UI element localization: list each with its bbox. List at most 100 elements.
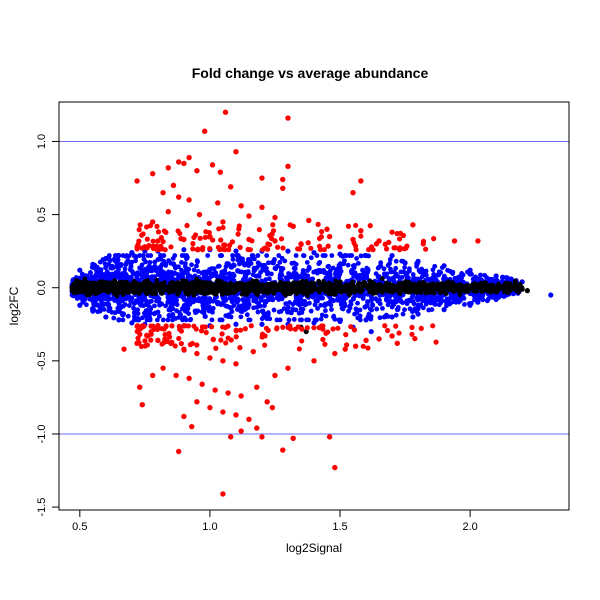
red-cloud-point xyxy=(393,323,399,329)
blue-cloud-point xyxy=(432,298,438,304)
red-cloud-point xyxy=(343,332,349,338)
red-point-94 xyxy=(376,336,382,342)
black-point-41 xyxy=(319,286,325,292)
black-point-31 xyxy=(254,289,260,295)
x-tick-label: 1.5 xyxy=(332,521,347,533)
red-cloud-point xyxy=(248,323,254,329)
blue-cloud-point xyxy=(353,306,359,312)
blue-cloud-point xyxy=(97,293,103,299)
blue-cloud-point xyxy=(161,253,167,258)
y-tick-label: -0.5 xyxy=(36,351,48,370)
blue-cloud-point xyxy=(75,295,81,301)
red-cloud-point xyxy=(206,220,212,227)
blue-cloud-point xyxy=(243,307,248,312)
blue-cloud-point xyxy=(287,300,292,305)
red-point-84 xyxy=(290,435,296,442)
red-cloud-point xyxy=(404,243,410,249)
black-point-42 xyxy=(324,282,330,288)
black-point-21 xyxy=(186,288,192,294)
blue-cloud-point xyxy=(179,306,185,312)
blue-cloud-point xyxy=(395,307,401,312)
blue-cloud-point xyxy=(227,271,233,276)
blue-cloud-point xyxy=(256,273,262,278)
blue-cloud-point xyxy=(97,259,103,265)
black-cloud-point xyxy=(379,276,385,282)
blue-cloud-point xyxy=(499,275,505,280)
black-point-23 xyxy=(202,290,208,297)
blue-cloud-point xyxy=(242,270,248,276)
red-point-76 xyxy=(246,416,252,423)
red-point-91 xyxy=(342,346,348,352)
blue-cloud-point xyxy=(153,268,158,273)
blue-cloud-point xyxy=(308,308,314,314)
x-axis-label: log2Signal xyxy=(286,541,342,555)
blue-cloud-point xyxy=(323,313,329,319)
y-tick-label: -1.0 xyxy=(36,424,48,443)
red-cloud-point xyxy=(270,228,277,234)
black-cloud-point xyxy=(488,289,494,295)
blue-point-24 xyxy=(311,250,317,256)
blue-cloud-point xyxy=(475,299,480,305)
red-cloud-point xyxy=(262,245,268,251)
red-cloud-point xyxy=(144,236,150,242)
red-cloud-point xyxy=(161,326,167,332)
blue-point-7 xyxy=(116,317,122,323)
blue-cloud-point xyxy=(207,270,213,276)
blue-cloud-point xyxy=(122,266,128,272)
black-cloud-point xyxy=(396,290,402,295)
red-cloud-point xyxy=(190,241,196,247)
red-point-19 xyxy=(280,185,286,191)
red-cloud-point xyxy=(169,323,175,329)
red-cloud-point xyxy=(220,324,226,330)
blue-cloud-point xyxy=(294,276,300,282)
blue-cloud-point xyxy=(195,259,200,265)
blue-cloud-point xyxy=(339,261,344,267)
red-point-96 xyxy=(389,333,395,339)
blue-cloud-point xyxy=(235,268,241,273)
red-cloud-point xyxy=(138,343,145,350)
black-point-39 xyxy=(306,288,312,294)
black-point-3 xyxy=(77,279,83,285)
blue-cloud-point xyxy=(245,298,251,303)
red-point-27 xyxy=(165,208,171,215)
x-axis: 0.5 1.0 1.5 2.0 xyxy=(72,509,478,533)
black-cloud-point xyxy=(150,282,155,288)
red-cloud-point xyxy=(249,238,255,244)
black-point-40 xyxy=(311,283,317,289)
red-cloud-point xyxy=(193,326,199,332)
blue-cloud-point xyxy=(319,312,325,318)
red-cloud-point xyxy=(311,325,317,331)
black-cloud-point xyxy=(328,281,334,287)
blue-cloud-point xyxy=(377,301,383,307)
red-point-68 xyxy=(225,390,231,396)
blue-cloud-point xyxy=(406,275,411,281)
red-cloud-point xyxy=(353,222,359,229)
blue-cloud-point xyxy=(296,310,302,316)
blue-cloud-point xyxy=(228,305,234,311)
blue-cloud-point xyxy=(122,302,128,307)
blue-cloud-point xyxy=(286,317,292,323)
red-point-75 xyxy=(189,423,195,430)
blue-cloud-point xyxy=(182,263,188,269)
blue-cloud-point xyxy=(370,296,376,302)
blue-cloud-point xyxy=(189,262,194,268)
red-cloud-point xyxy=(139,324,145,330)
blue-cloud-point xyxy=(254,299,260,305)
blue-cloud-point xyxy=(149,298,154,304)
blue-cloud-point xyxy=(129,295,134,301)
blue-cloud-point xyxy=(264,316,270,322)
blue-cloud-point xyxy=(393,258,399,264)
blue-cloud-point xyxy=(163,261,169,267)
blue-cloud-point xyxy=(414,295,419,301)
blue-cloud-point xyxy=(135,311,141,316)
red-cloud-point xyxy=(194,247,200,253)
red-point-85 xyxy=(332,464,338,471)
blue-cloud-point xyxy=(320,253,326,258)
blue-cloud-point xyxy=(83,302,89,308)
blue-cloud-point xyxy=(393,265,399,271)
red-cloud-point xyxy=(194,342,200,348)
series-red xyxy=(121,109,481,497)
blue-cloud-point xyxy=(170,256,176,261)
red-point-32 xyxy=(220,219,226,225)
blue-cloud-point xyxy=(171,261,176,267)
